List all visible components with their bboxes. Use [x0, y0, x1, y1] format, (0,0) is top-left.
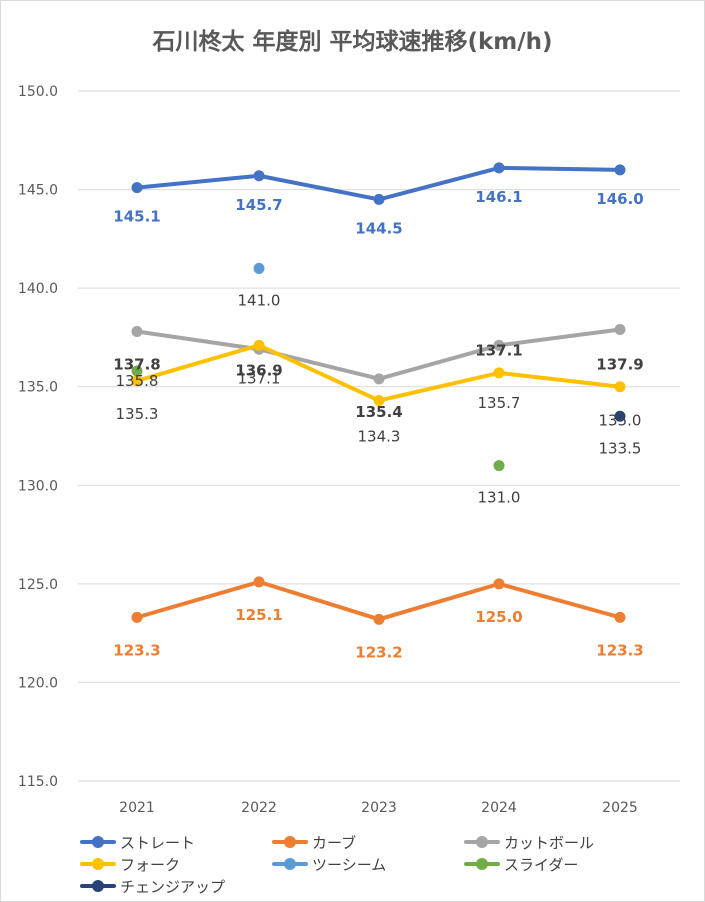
data-label: 137.1 — [475, 341, 522, 359]
data-point — [253, 576, 265, 588]
y-tick-label: 130.0 — [18, 478, 58, 494]
data-label: 145.1 — [113, 208, 160, 226]
legend-label: カットボール — [504, 833, 595, 852]
data-point — [614, 164, 626, 176]
data-label: 137.9 — [596, 356, 643, 374]
data-point — [373, 193, 385, 205]
data-point — [373, 395, 385, 407]
data-label: 135.7 — [478, 394, 521, 412]
chart-title: 石川柊太 年度別 平均球速推移(km/h) — [152, 29, 553, 55]
data-point — [493, 162, 505, 174]
legend-swatch — [78, 832, 118, 852]
y-tick-label: 135.0 — [18, 380, 58, 396]
legend-item: チェンジアップ — [78, 876, 225, 896]
data-label: 133.5 — [599, 439, 642, 457]
legend-swatch — [462, 832, 502, 852]
data-point — [493, 339, 505, 351]
data-label: 131.0 — [478, 489, 521, 507]
data-point — [493, 460, 505, 472]
legend-label: スライダー — [504, 855, 579, 874]
data-label: 145.7 — [235, 196, 282, 214]
series-line — [135, 343, 622, 403]
data-point — [131, 375, 143, 387]
legend-item: ストレート — [78, 832, 195, 852]
data-point — [253, 262, 265, 274]
data-point — [614, 611, 626, 623]
y-tick-label: 150.0 — [18, 84, 58, 100]
data-point — [131, 182, 143, 194]
legend-label: フォーク — [120, 855, 181, 874]
legend-item: カーブ — [270, 832, 356, 852]
data-label: 135.4 — [355, 403, 402, 421]
data-point — [253, 339, 265, 351]
y-tick-label: 145.0 — [18, 183, 58, 199]
legend-item: スライダー — [462, 854, 578, 874]
legend-label: チェンジアップ — [120, 877, 226, 896]
data-point — [253, 170, 265, 182]
data-label: 123.3 — [113, 641, 160, 659]
legend-swatch — [270, 832, 310, 852]
x-tick-label: 2025 — [602, 800, 638, 816]
legend-item: フォーク — [78, 854, 180, 874]
y-tick-label: 125.0 — [18, 577, 58, 593]
x-tick-label: 2023 — [361, 800, 397, 816]
data-label: 134.3 — [358, 428, 401, 446]
line-chart: 115.0 120.0 125.0 130.0 135.0 140.0 145.0 150.0… — [18, 84, 680, 816]
x-tick-label: 2024 — [481, 800, 517, 816]
series-line — [135, 327, 622, 381]
data-label: 123.2 — [355, 643, 402, 661]
data-point — [614, 324, 626, 336]
data-point — [131, 611, 143, 623]
data-point — [131, 365, 143, 377]
data-label: 125.1 — [235, 606, 282, 624]
data-label: 141.0 — [238, 291, 281, 309]
data-label: 125.0 — [475, 608, 522, 626]
data-point — [614, 410, 626, 422]
y-tick-label: 140.0 — [18, 281, 58, 297]
legend-item: ツーシーム — [270, 854, 386, 874]
legend-label: ストレート — [120, 833, 196, 852]
data-point — [131, 326, 143, 338]
data-point — [373, 613, 385, 625]
data-label: 137.1 — [238, 369, 281, 387]
data-point — [493, 578, 505, 590]
y-tick-label: 120.0 — [18, 675, 58, 691]
data-label: 146.1 — [475, 188, 522, 206]
data-label: 135.0 — [599, 412, 642, 430]
data-label: 135.8 — [116, 372, 159, 390]
legend-label: カーブ — [312, 833, 357, 852]
data-label: 137.8 — [113, 356, 160, 374]
data-label: 144.5 — [355, 219, 402, 237]
data-label: 123.3 — [596, 641, 643, 659]
data-point — [614, 381, 626, 393]
legend-swatch — [270, 854, 310, 874]
legend-swatch — [78, 876, 118, 896]
legend-item: カットボール — [462, 832, 594, 852]
legend-swatch — [78, 854, 118, 874]
data-label: 146.0 — [596, 190, 643, 208]
y-tick-label: 115.0 — [18, 774, 58, 790]
data-point — [373, 373, 385, 385]
data-point — [493, 367, 505, 379]
legend-label: ツーシーム — [312, 855, 387, 874]
series-line — [135, 579, 622, 622]
data-label: 136.9 — [235, 361, 282, 379]
legend-swatch — [462, 854, 502, 874]
data-label: 135.3 — [116, 405, 159, 423]
x-tick-label: 2021 — [119, 800, 155, 816]
x-tick-label: 2022 — [241, 800, 277, 816]
